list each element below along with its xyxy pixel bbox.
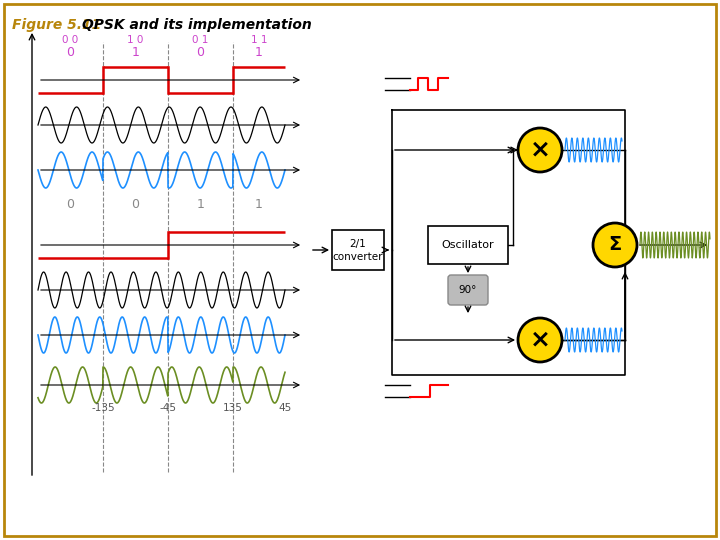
FancyBboxPatch shape [448,275,488,305]
Text: 1: 1 [255,46,263,59]
Text: 0 0: 0 0 [63,35,78,45]
Text: 45: 45 [279,403,292,413]
Circle shape [593,223,637,267]
Bar [332,230,384,270]
Text: 0: 0 [197,46,204,59]
Text: Σ: Σ [608,235,621,254]
Text: ×: × [529,138,551,162]
Text: 1 1: 1 1 [251,35,267,45]
Text: 0: 0 [132,199,140,212]
Text: QPSK and its implementation: QPSK and its implementation [82,18,312,32]
Text: 2/1: 2/1 [350,239,366,249]
Text: 1 0: 1 0 [127,35,144,45]
Text: -45: -45 [160,403,176,413]
Text: ×: × [529,328,551,352]
Text: 1: 1 [132,46,140,59]
Text: 90°: 90° [459,285,477,295]
Circle shape [518,318,562,362]
Text: 0: 0 [66,46,74,59]
Text: 135: 135 [223,403,243,413]
Text: 1: 1 [197,199,204,212]
Text: Oscillator: Oscillator [441,240,495,250]
Text: 0: 0 [66,199,74,212]
Circle shape [518,128,562,172]
Text: 1: 1 [255,199,263,212]
Bar [428,226,508,264]
Text: -135: -135 [91,403,114,413]
Text: converter: converter [333,252,383,262]
Text: Figure 5.11: Figure 5.11 [12,18,102,32]
Text: 0 1: 0 1 [192,35,209,45]
